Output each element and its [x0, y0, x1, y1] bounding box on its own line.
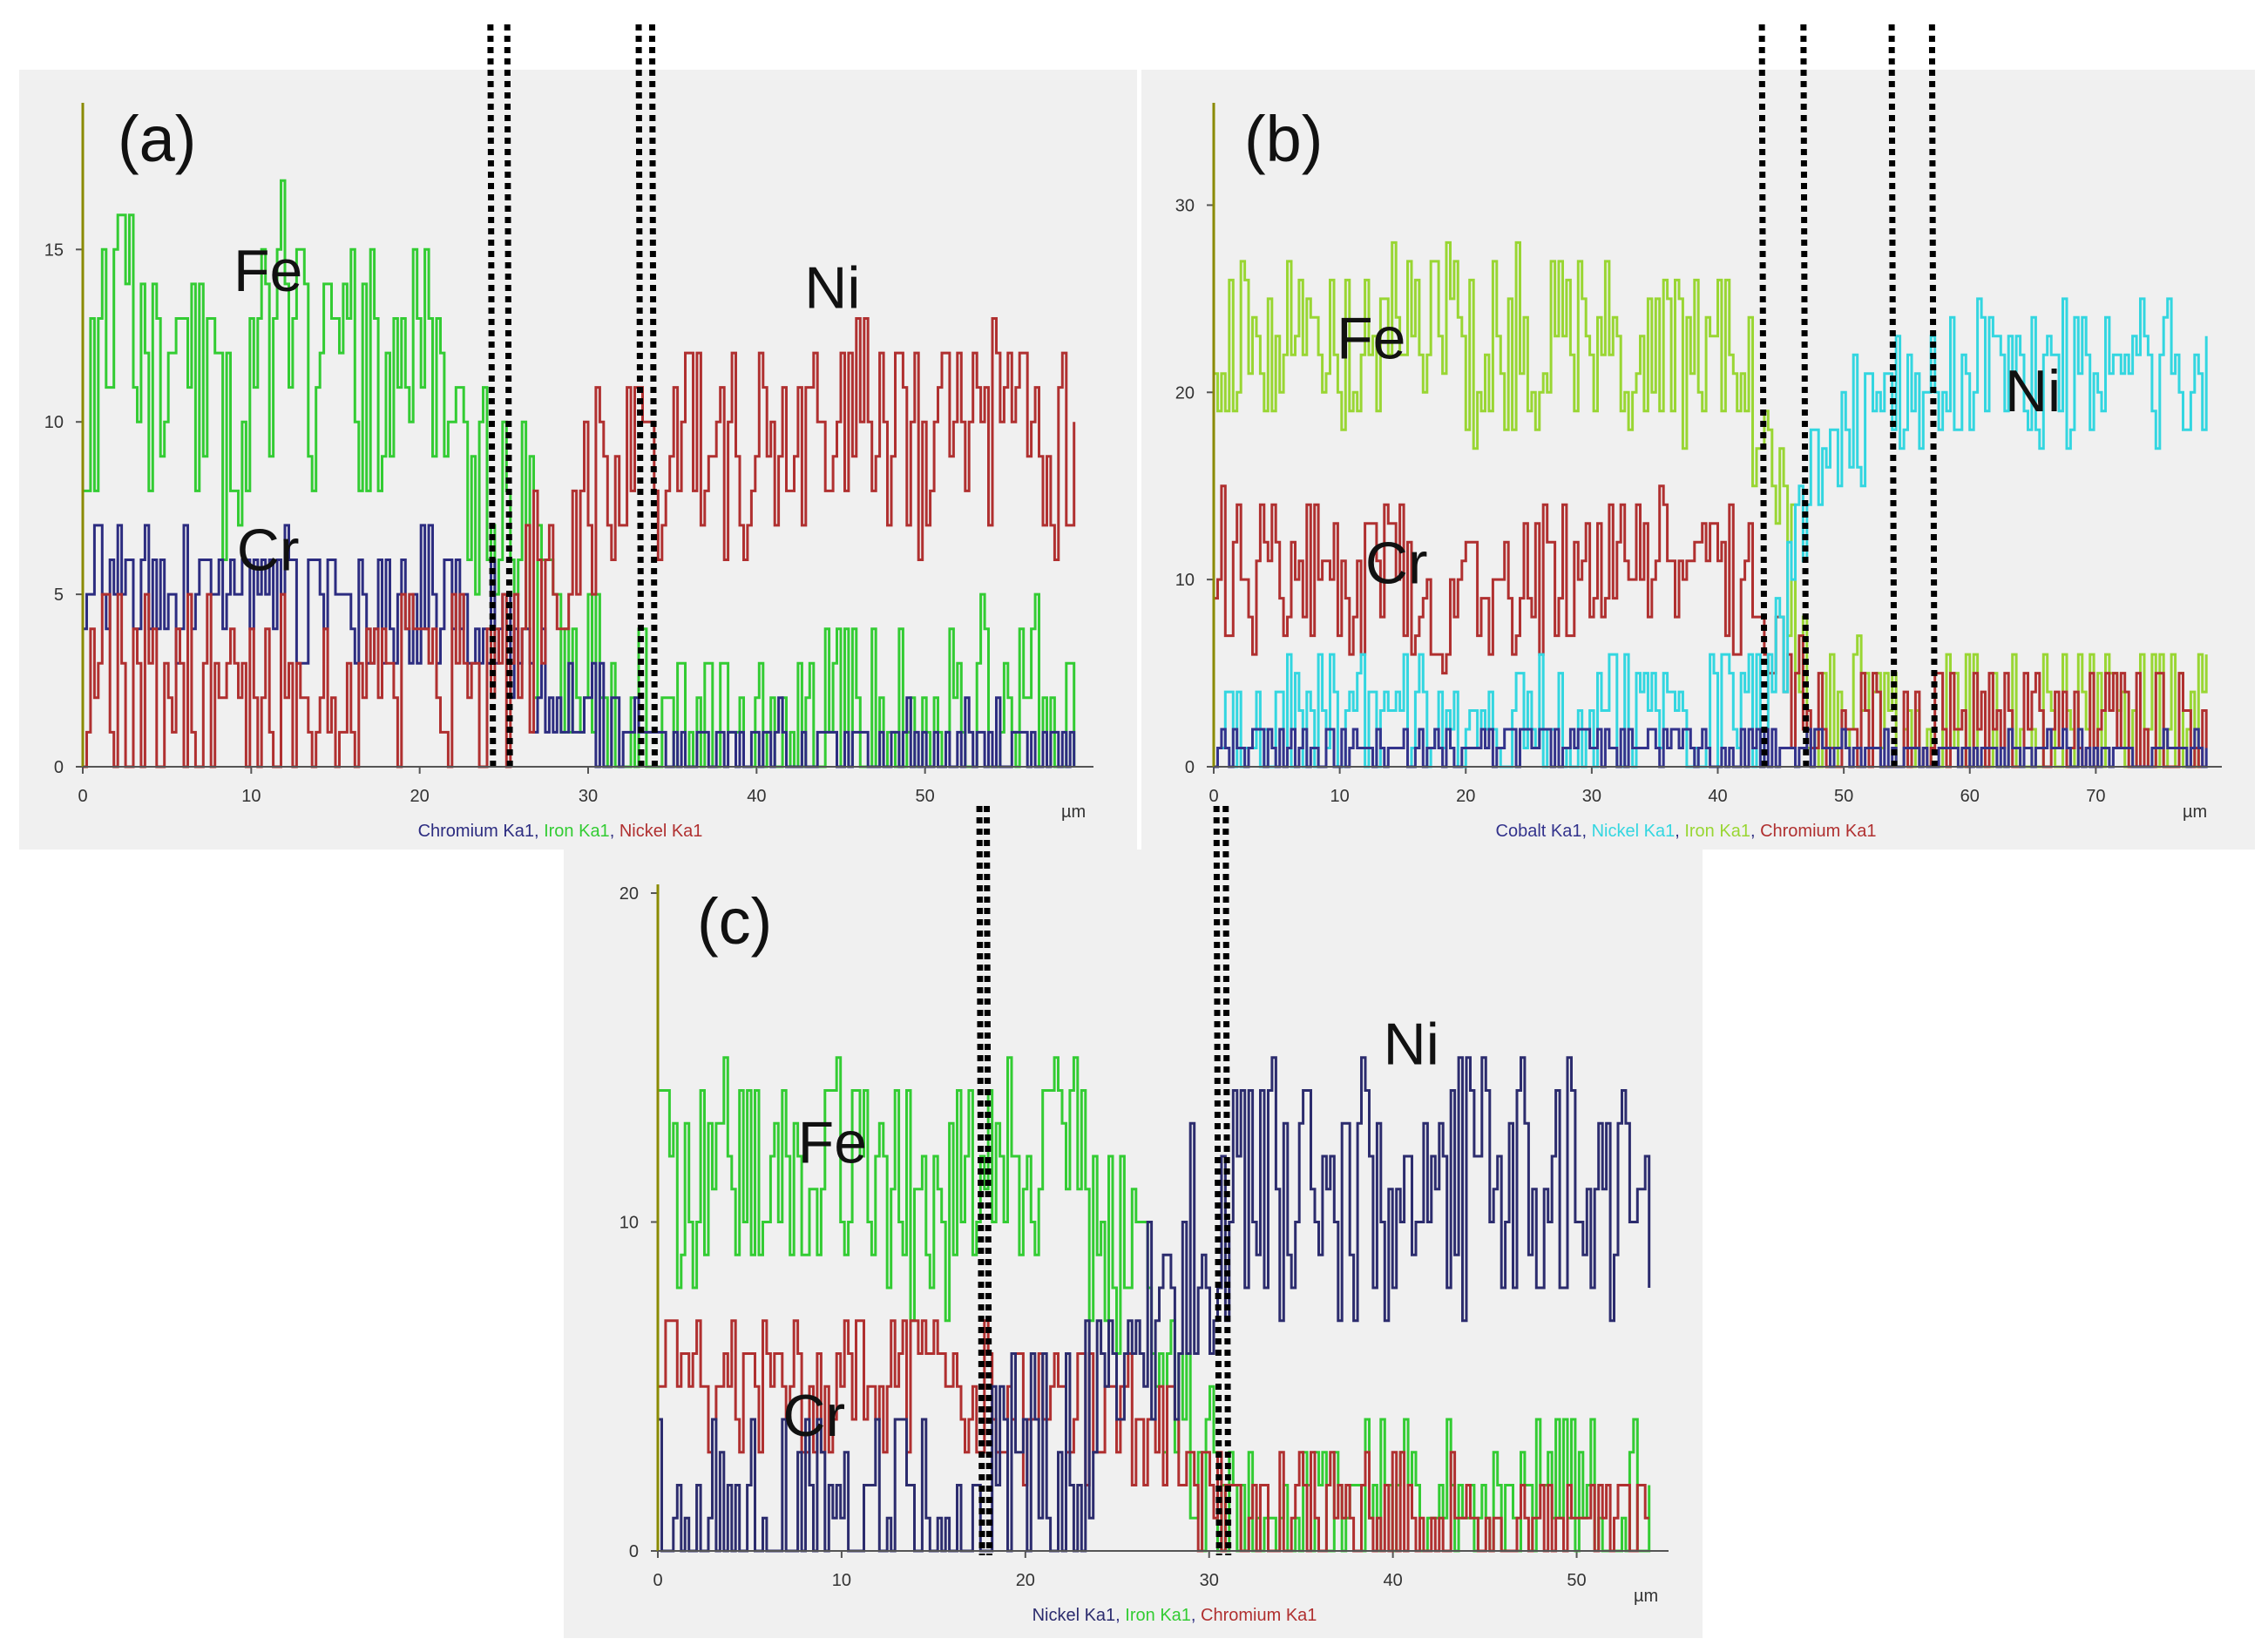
panel-b-x-tick-label: 40 [1708, 787, 1727, 806]
panel-a-legend-item: Nickel Ka1 [619, 822, 703, 841]
panel-a-y-tick-label: 10 [44, 413, 64, 432]
panel-c-y-tick-label: 10 [619, 1214, 639, 1233]
panel-a-axes [81, 103, 1093, 768]
panel-b-x-unit: µm [2183, 802, 2207, 822]
panel-c-series [658, 1056, 1651, 1553]
panel-b-legend-item: Chromium Ka1 [1760, 822, 1876, 841]
panel-c-x-tick-label: 20 [1016, 1571, 1035, 1590]
panel-b-element-labels: Fe Ni Cr [1337, 306, 2061, 597]
panel-b-legend-item: Nickel Ka1 [1592, 822, 1676, 841]
panel-b-series-cobalt-ka1 [1214, 728, 2208, 768]
panel-b-legend-item: Iron Ka1 [1684, 822, 1750, 841]
panel-b-background [1141, 70, 2255, 850]
panel-c-x-tick-label: 40 [1384, 1571, 1403, 1590]
panel-b-x-tick-label: 20 [1456, 787, 1475, 806]
panel-b: (b) 0 10 20 30 40 50 60 70 0 10 20 30 Fe Ni Cr µm Co… [1141, 24, 2255, 850]
panel-a-legend-separator: , [534, 822, 544, 841]
panel-b-x-ticks: 0 10 20 30 40 50 60 70 [1208, 767, 2106, 806]
panel-c-legend-item: Iron Ka1 [1125, 1606, 1191, 1625]
panel-a-x-tick-label: 50 [916, 787, 935, 806]
panel-c-legend-separator: , [1191, 1606, 1201, 1625]
panel-a-label-fe: Fe [234, 238, 302, 304]
panel-c-x-ticks: 0 10 20 30 40 50 [653, 1551, 1587, 1590]
panel-b-x-tick-label: 50 [1834, 787, 1853, 806]
panel-b-label-fe: Fe [1337, 306, 1405, 372]
panel-c-axes [656, 884, 1669, 1552]
panel-c-y-ticks: 0 10 20 [619, 884, 658, 1561]
panel-c-y-tick-label: 0 [629, 1542, 639, 1561]
panel-a: (a) 0 10 20 30 40 50 0 5 10 15 Fe Ni Cr µm Chromiu… [19, 24, 1137, 850]
panel-c-legend-item: Chromium Ka1 [1201, 1606, 1317, 1625]
panel-a-legend-separator: , [610, 822, 619, 841]
panel-b-y-ticks: 0 10 20 30 [1175, 196, 1214, 777]
panel-b-series-nickel-ka1 [1214, 297, 2208, 768]
panel-a-label: (a) [118, 103, 196, 175]
panel-b-label: (b) [1244, 103, 1323, 175]
panel-c-y-tick-label: 20 [619, 884, 639, 904]
panel-c-boundary-line [976, 805, 985, 1556]
panel-b-x-tick-label: 60 [1960, 787, 1980, 806]
panel-b-x-tick-label: 0 [1208, 787, 1218, 806]
panel-b-legend-item: Cobalt Ka1 [1496, 822, 1582, 841]
panel-b-axes [1212, 103, 2222, 768]
panel-a-element-labels: Fe Ni Cr [234, 238, 860, 584]
panel-b-legend-separator: , [1675, 822, 1684, 841]
panel-a-y-tick-label: 0 [54, 758, 64, 777]
panel-a-legend-item: Chromium Ka1 [418, 822, 534, 841]
panel-a-x-tick-label: 0 [78, 787, 87, 806]
panel-b-y-tick-label: 0 [1185, 758, 1195, 777]
panel-c-legend: Nickel Ka1, Iron Ka1, Chromium Ka1 [1032, 1606, 1317, 1625]
panel-b-x-tick-label: 10 [1330, 787, 1350, 806]
panel-a-y-tick-label: 5 [54, 586, 64, 605]
panel-a-x-tick-label: 20 [410, 787, 430, 806]
panel-b-y-tick-label: 20 [1175, 383, 1195, 403]
panel-c-boundary-lines [976, 805, 1232, 1556]
panel-b-legend-separator: , [1750, 822, 1760, 841]
panel-c-label-fe: Fe [798, 1110, 867, 1176]
panel-c-boundary-line [1213, 805, 1222, 1556]
panel-a-x-unit: µm [1061, 802, 1086, 822]
panel-c-legend-separator: , [1115, 1606, 1125, 1625]
panel-a-x-tick-label: 30 [579, 787, 598, 806]
panel-c-legend-item: Nickel Ka1 [1032, 1606, 1116, 1625]
panel-c-series-nickel-ka1 [658, 1056, 1651, 1553]
panel-a-x-tick-label: 10 [241, 787, 261, 806]
panel-b-y-tick-label: 10 [1175, 571, 1195, 590]
panel-b-label-ni: Ni [2005, 358, 2061, 424]
panel-a-label-cr: Cr [237, 517, 300, 583]
panel-c-x-tick-label: 50 [1567, 1571, 1586, 1590]
panel-c-x-unit: µm [1634, 1587, 1658, 1606]
panel-b-series [1214, 240, 2208, 768]
panel-c-x-tick-label: 0 [653, 1571, 662, 1590]
panel-a-y-tick-label: 15 [44, 240, 64, 260]
panel-a-legend-item: Iron Ka1 [544, 822, 610, 841]
panel-b-legend: Cobalt Ka1, Nickel Ka1, Iron Ka1, Chromi… [1496, 822, 1877, 841]
panel-b-x-tick-label: 30 [1582, 787, 1601, 806]
panel-b-legend-separator: , [1581, 822, 1591, 841]
panel-c-label: (c) [697, 885, 772, 958]
panel-a-x-ticks: 0 10 20 30 40 50 [78, 767, 935, 806]
panel-a-legend: Chromium Ka1, Iron Ka1, Nickel Ka1 [418, 822, 703, 841]
panel-c-label-cr: Cr [782, 1383, 845, 1449]
panel-a-y-ticks: 0 5 10 15 [44, 240, 83, 777]
panel-a-x-tick-label: 40 [747, 787, 766, 806]
panel-c: (c) 0 10 20 30 40 50 0 10 20 Fe Ni Cr µm Nickel K… [564, 805, 1703, 1638]
panel-b-x-tick-label: 70 [2086, 787, 2105, 806]
panel-b-y-tick-label: 30 [1175, 196, 1195, 215]
panel-c-boundary-line [984, 805, 993, 1556]
panel-c-x-tick-label: 10 [832, 1571, 851, 1590]
panel-c-boundary-line [1222, 805, 1232, 1556]
panel-b-label-cr: Cr [1365, 530, 1428, 596]
panel-c-x-tick-label: 30 [1200, 1571, 1219, 1590]
panel-c-element-labels: Fe Ni Cr [782, 1011, 1439, 1449]
panel-b-series-chromium-ka1 [1214, 484, 2208, 768]
panel-a-label-ni: Ni [804, 255, 860, 322]
panel-c-label-ni: Ni [1384, 1011, 1439, 1077]
